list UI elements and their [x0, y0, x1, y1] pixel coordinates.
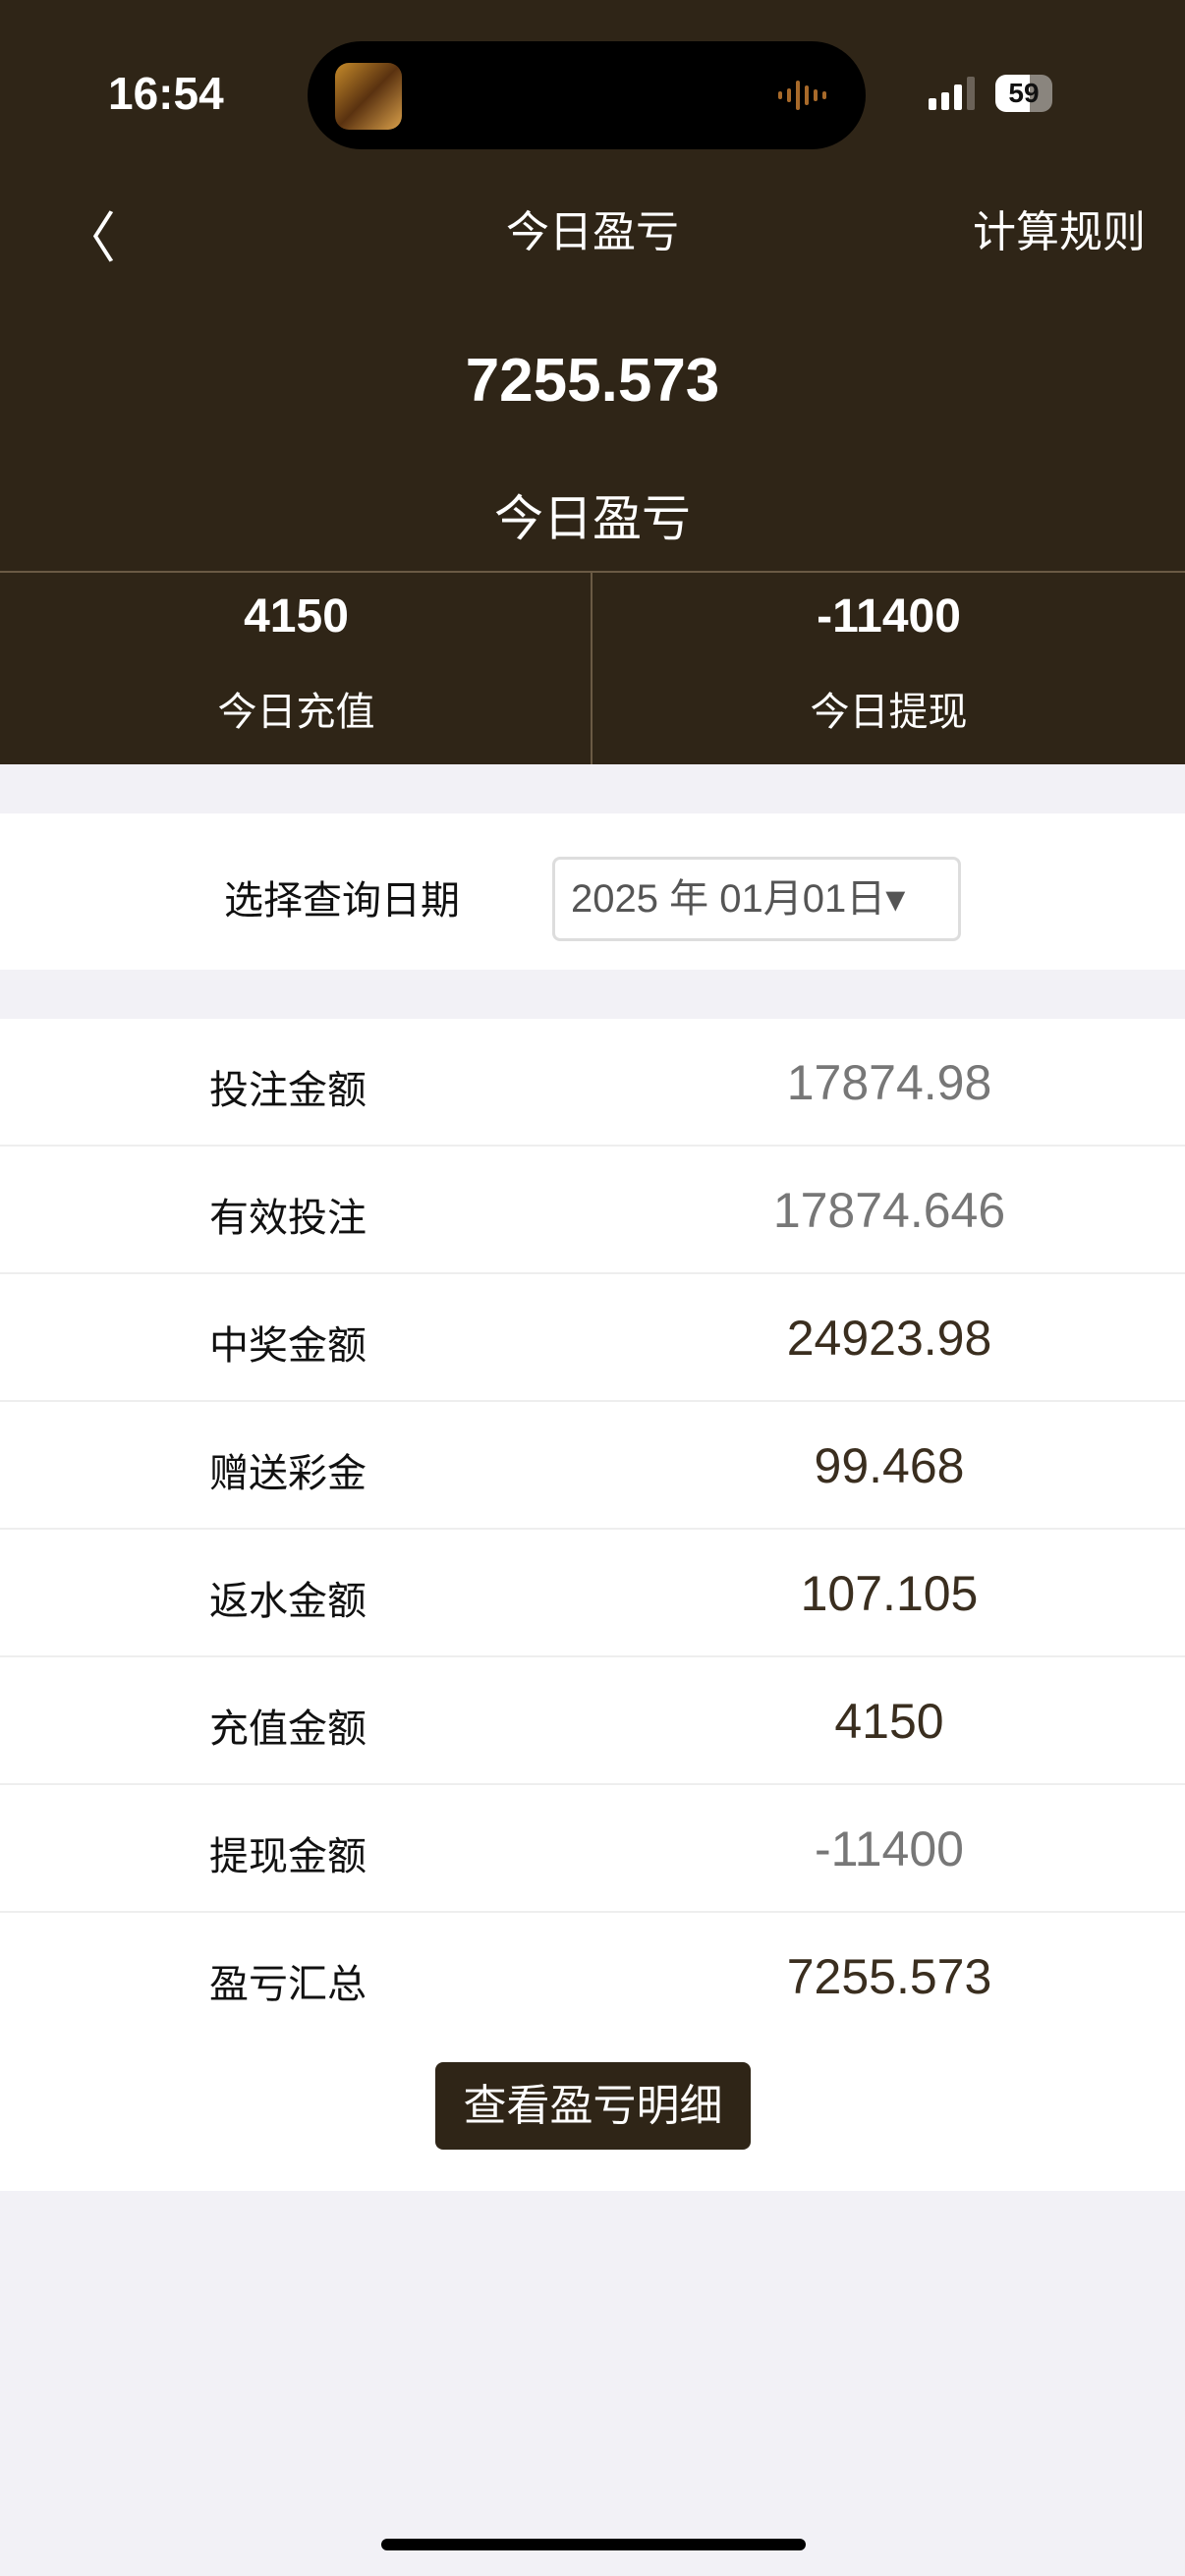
row-value: 17874.98 — [786, 1055, 992, 1110]
row-label: 有效投注 — [209, 1197, 367, 1240]
table-row: 提现金额 -11400 — [0, 1785, 1185, 1913]
row-value: 7255.573 — [786, 1949, 992, 2004]
stat-today-withdraw: -11400 今日提现 — [592, 589, 1185, 737]
table-row: 充值金额 4150 — [0, 1657, 1185, 1785]
date-filter: 选择查询日期 2025 年 01月01日▾ — [0, 813, 1185, 970]
table-row: 中奖金额 24923.98 — [0, 1274, 1185, 1402]
divider — [591, 573, 592, 764]
status-time: 16:54 — [108, 68, 224, 119]
row-label: 返水金额 — [209, 1580, 367, 1623]
row-value: 24923.98 — [786, 1311, 992, 1366]
row-value: 107.105 — [800, 1566, 979, 1621]
footer: 查看盈亏明细 — [0, 2033, 1185, 2191]
calculation-rules-link[interactable]: 计算规则 — [973, 208, 1146, 256]
table-row: 盈亏汇总 7255.573 — [0, 1913, 1185, 2041]
row-value: 4150 — [834, 1694, 944, 1749]
page-title: 今日盈亏 — [506, 208, 679, 256]
audio-waveform-icon — [778, 81, 826, 110]
stat-today-deposit: 4150 今日充值 — [0, 589, 592, 737]
today-profit-label: 今日盈亏 — [494, 491, 691, 546]
table-row: 赠送彩金 99.468 — [0, 1402, 1185, 1530]
stat-value: 4150 — [244, 590, 349, 643]
back-icon[interactable]: 〈 — [61, 207, 116, 269]
signal-icon — [929, 77, 975, 110]
stat-label: 今日充值 — [217, 691, 375, 734]
home-indicator[interactable] — [381, 2539, 806, 2550]
profit-table: 投注金额 17874.98 有效投注 17874.646 中奖金额 24923.98 赠送彩… — [0, 1019, 1185, 2041]
table-row: 投注金额 17874.98 — [0, 1019, 1185, 1147]
row-value: 99.468 — [814, 1438, 965, 1493]
row-value: 17874.646 — [772, 1183, 1006, 1238]
now-playing-artwork — [335, 63, 402, 130]
stat-label: 今日提现 — [810, 691, 968, 734]
stat-value: -11400 — [817, 590, 961, 643]
battery-icon: 59 — [995, 75, 1052, 112]
dynamic-island[interactable] — [308, 41, 866, 149]
view-detail-button[interactable]: 查看盈亏明细 — [435, 2062, 751, 2150]
row-value: -11400 — [815, 1821, 964, 1876]
row-label: 中奖金额 — [209, 1324, 367, 1368]
divider — [0, 571, 1185, 573]
table-row: 有效投注 17874.646 — [0, 1147, 1185, 1274]
row-label: 提现金额 — [209, 1835, 367, 1878]
date-filter-label: 选择查询日期 — [224, 879, 460, 923]
row-label: 赠送彩金 — [209, 1452, 367, 1495]
header: 16:54 59 〈 今日盈亏 计算规则 7255.573 今日盈亏 4150 … — [0, 0, 1185, 764]
row-label: 充值金额 — [209, 1708, 367, 1751]
row-label: 投注金额 — [209, 1069, 367, 1112]
table-row: 返水金额 107.105 — [0, 1530, 1185, 1657]
row-label: 盈亏汇总 — [209, 1963, 367, 2006]
date-select[interactable]: 2025 年 01月01日▾ — [552, 857, 961, 941]
today-profit-value: 7255.573 — [465, 347, 720, 415]
